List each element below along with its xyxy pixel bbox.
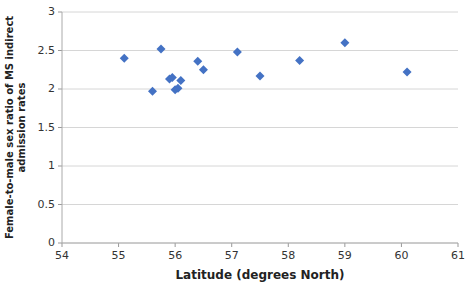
y-tick [58, 12, 62, 13]
y-tick-label: 0.5 [38, 198, 56, 211]
x-tick-label: 61 [451, 249, 465, 262]
point [120, 54, 129, 63]
points [120, 38, 412, 96]
grid-line [62, 12, 458, 13]
point [403, 68, 412, 77]
x-tick-label: 58 [281, 249, 295, 262]
y-tick-label: 2.5 [38, 44, 56, 57]
x-tick [344, 243, 345, 247]
x-tick-label: 57 [225, 249, 239, 262]
x-tick [231, 243, 232, 247]
y-axis-label: Female-to-male sex ratio of MS indirecta… [4, 16, 27, 239]
x-tick [175, 243, 176, 247]
x-tick-label: 54 [55, 249, 69, 262]
x-tick [401, 243, 402, 247]
y-axis-label-line: Female-to-male sex ratio of MS indirect [4, 16, 15, 239]
y-tick [58, 89, 62, 90]
point [295, 56, 304, 65]
x-tick [458, 243, 459, 247]
y-tick [58, 166, 62, 167]
point [233, 48, 242, 57]
x-axis-line [62, 243, 458, 244]
y-axis-line [62, 12, 63, 243]
point [199, 65, 208, 74]
y-tick-label: 1 [48, 159, 55, 172]
x-tick-label: 55 [112, 249, 126, 262]
x-tick-label: 59 [338, 249, 352, 262]
x-tick-label: 56 [168, 249, 182, 262]
x-tick [62, 243, 63, 247]
y-tick [58, 204, 62, 205]
point [173, 84, 182, 93]
point [193, 57, 202, 66]
y-axis-label-line: admission rates [16, 83, 27, 173]
y-tick [58, 243, 62, 244]
grid-line [62, 89, 458, 90]
point [340, 38, 349, 47]
y-tick-label: 2 [48, 82, 55, 95]
grid-line [62, 166, 458, 167]
grid-line [62, 204, 458, 205]
chart: 0 0.5 1 1.5 2 2.5 3 54 55 56 57 58 59 60 61 Latitude (d… [0, 0, 474, 287]
x-axis-label: Latitude (degrees North) [175, 268, 344, 282]
grid-line [62, 127, 458, 128]
y-tick [58, 50, 62, 51]
point [176, 76, 185, 85]
x-tick-label: 60 [394, 249, 408, 262]
grid-line [62, 243, 458, 244]
point [157, 44, 166, 53]
x-tick [288, 243, 289, 247]
point [148, 87, 157, 96]
y-tick-label: 0 [48, 236, 55, 249]
background [0, 0, 474, 287]
x-tick [118, 243, 119, 247]
grid-line [62, 50, 458, 51]
point [168, 73, 177, 82]
y-tick [58, 127, 62, 128]
point [256, 71, 265, 80]
y-tick-label: 3 [48, 5, 55, 18]
y-tick-label: 1.5 [38, 121, 56, 134]
